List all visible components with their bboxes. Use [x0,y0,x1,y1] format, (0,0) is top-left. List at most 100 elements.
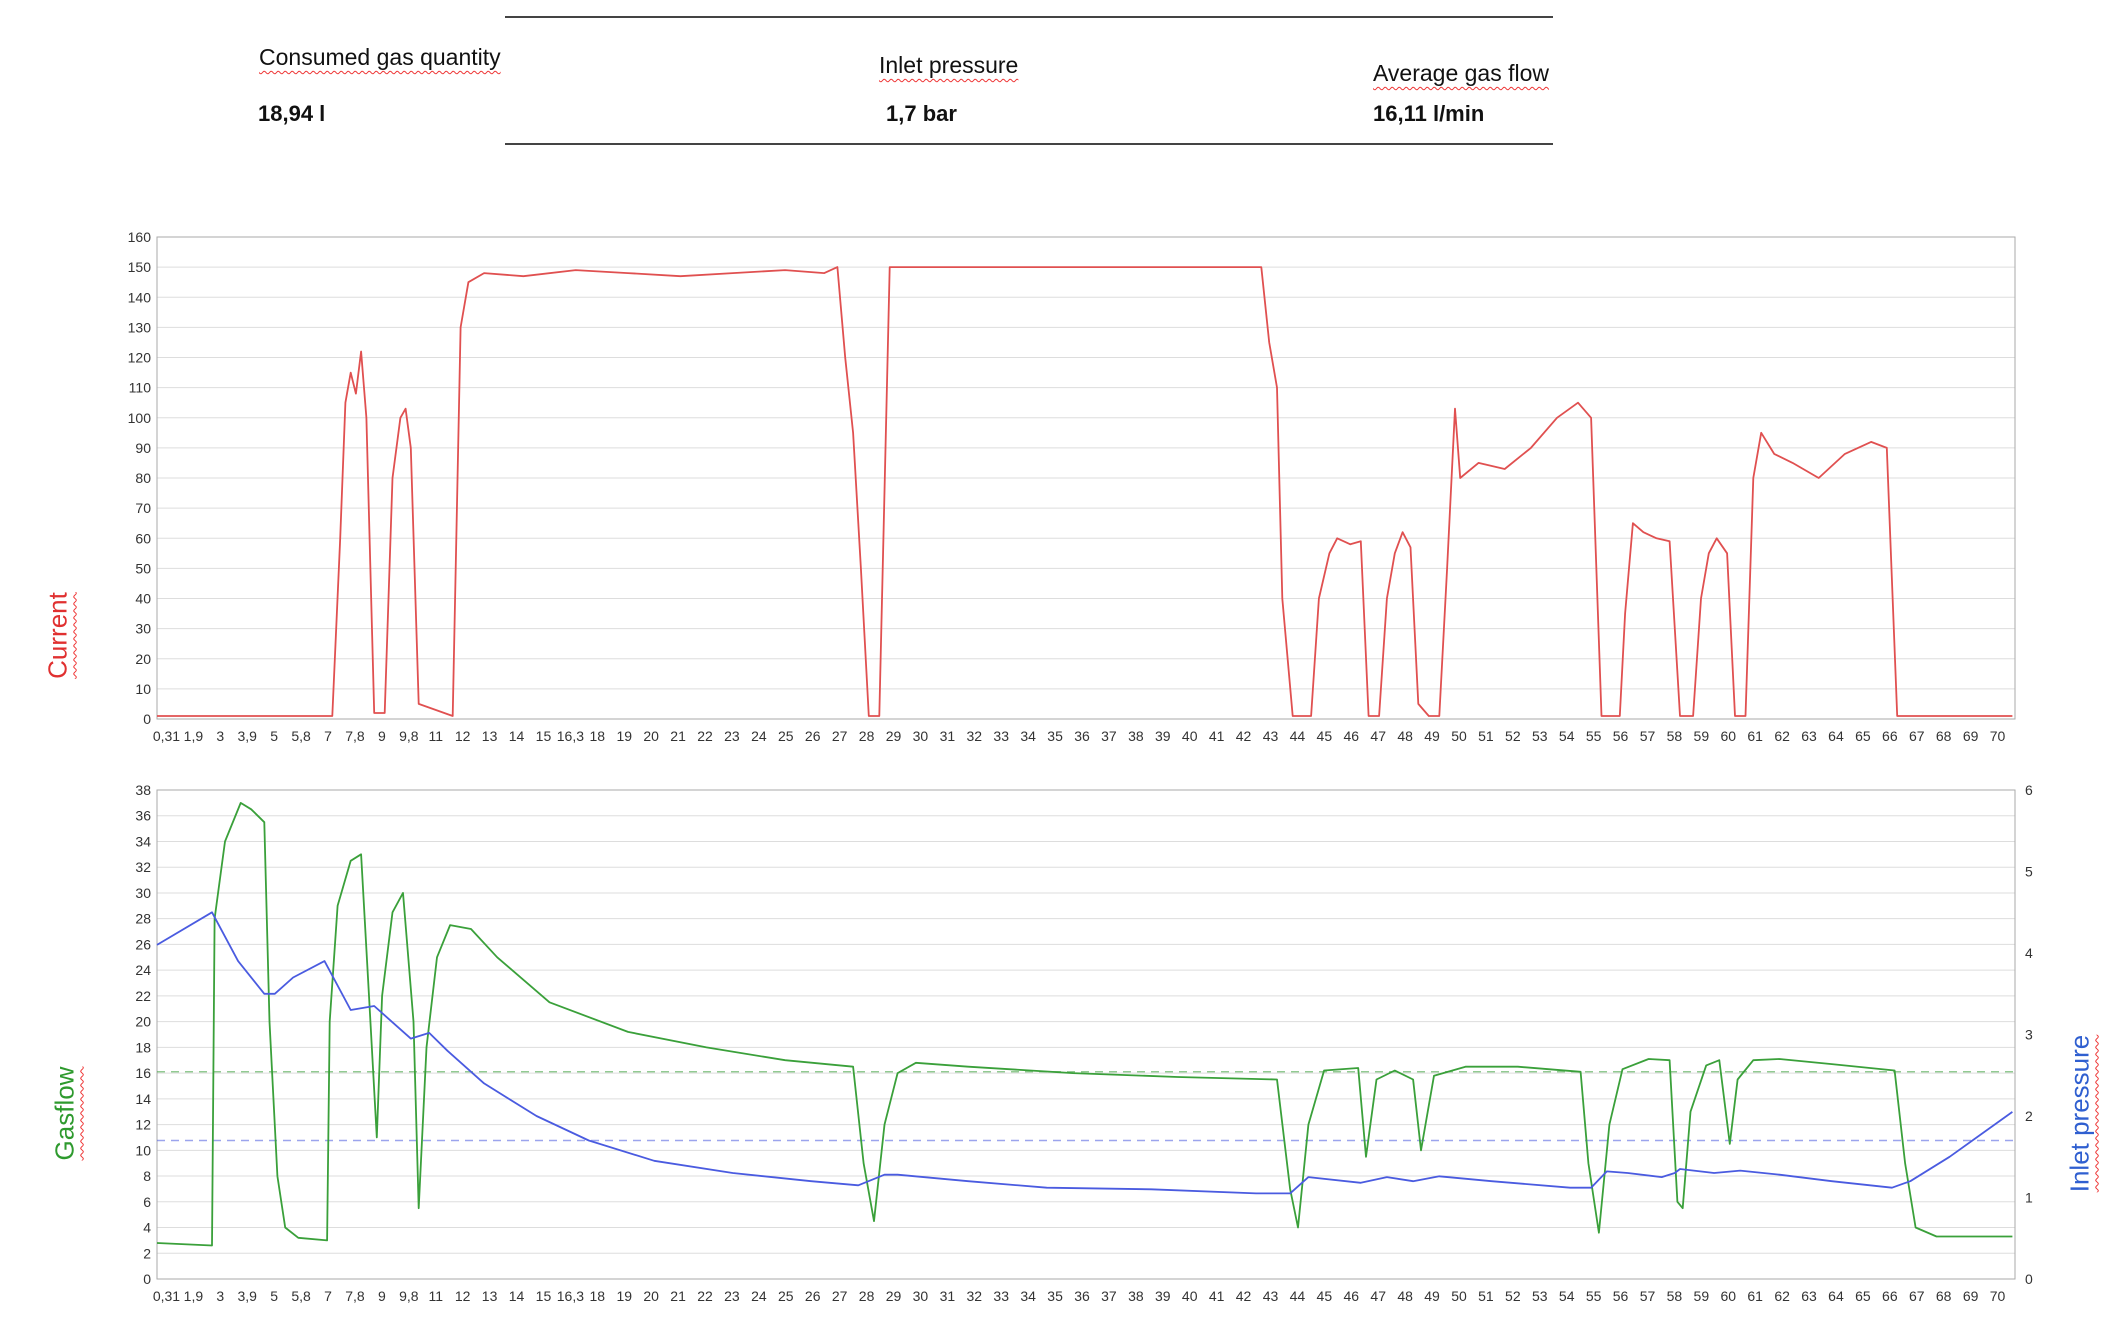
x-tick-label: 28 [859,728,875,744]
x-tick-label: 63 [1801,1288,1817,1304]
y-right-tick-label: 3 [2025,1027,2033,1043]
x-tick-label: 59 [1694,728,1710,744]
y-tick-label: 24 [135,962,151,978]
x-tick-label: 19 [616,728,632,744]
x-tick-label: 42 [1236,728,1252,744]
x-tick-label: 54 [1559,1288,1575,1304]
x-tick-label: 26 [805,728,821,744]
x-tick-label: 33 [993,728,1009,744]
y-tick-label: 160 [128,229,152,245]
x-tick-label: 53 [1532,1288,1548,1304]
x-tick-label: 18 [590,1288,606,1304]
x-tick-label: 15 [536,1288,552,1304]
x-tick-label: 16,3 [557,728,584,744]
x-tick-label: 49 [1424,1288,1440,1304]
y-right-tick-label: 5 [2025,864,2033,880]
x-tick-label: 46 [1343,728,1359,744]
plot-frame [156,789,2016,1280]
y-tick-label: 34 [135,833,151,849]
x-tick-label: 3 [216,1288,224,1304]
x-tick-label: 3,9 [238,728,258,744]
x-tick-label: 28 [859,1288,875,1304]
x-tick-label: 54 [1559,728,1575,744]
x-tick-label: 43 [1263,728,1279,744]
y-tick-label: 150 [128,259,152,275]
x-tick-label: 39 [1155,1288,1171,1304]
y-tick-label: 100 [128,410,152,426]
x-tick-label: 58 [1667,728,1683,744]
x-tick-label: 16,3 [557,1288,584,1304]
y-tick-label: 20 [135,1014,151,1030]
y-right-tick-label: 6 [2025,782,2033,798]
y-right-tick-label: 0 [2025,1271,2033,1287]
x-tick-label: 5,8 [291,728,311,744]
x-tick-label: 45 [1317,728,1333,744]
x-tick-label: 70 [1990,728,2006,744]
x-tick-label: 36 [1074,728,1090,744]
x-tick-label: 5 [270,1288,278,1304]
x-tick-label: 11 [428,1288,443,1304]
x-tick-label: 38 [1128,728,1144,744]
x-tick-label: 22 [697,1288,713,1304]
x-tick-label: 48 [1397,1288,1413,1304]
current-chart: 0 10 20 30 40 50 60 70 80 90 100 110 120 130 140 150 160… [128,229,2016,744]
x-tick-label: 57 [1640,728,1656,744]
y-tick-label: 14 [135,1091,151,1107]
x-tick-label: 9,8 [399,728,419,744]
y-tick-label: 28 [135,911,151,927]
x-tick-label: 56 [1613,728,1629,744]
x-tick-label: 29 [886,728,902,744]
x-tick-label: 7,8 [345,728,365,744]
x-tick-label: 24 [751,728,767,744]
x-tick-label: 1,9 [184,728,204,744]
x-tick-label: 44 [1290,728,1306,744]
x-tick-label: 52 [1505,1288,1521,1304]
x-tick-label: 65 [1855,1288,1871,1304]
x-tick-label: 7 [324,1288,332,1304]
x-tick-label: 52 [1505,728,1521,744]
x-tick-label: 32 [967,1288,983,1304]
x-tick-label: 66 [1882,1288,1898,1304]
y-tick-label: 20 [135,651,151,667]
y-tick-label: 130 [128,319,152,335]
x-tick-label: 35 [1047,728,1063,744]
x-tick-label: 29 [886,1288,902,1304]
x-tick-label: 63 [1801,728,1817,744]
x-tick-label: 27 [832,728,848,744]
x-tick-label: 67 [1909,728,1925,744]
x-tick-label: 23 [724,728,740,744]
x-tick-label: 15 [536,728,552,744]
y-tick-label: 36 [135,808,151,824]
gasflow-pressure-chart: 0246810121416182022242628303234363801234… [135,782,2033,1304]
y-tick-label: 110 [129,380,152,396]
plot-frame [156,236,2016,720]
x-tick-label: 0,31 [153,1288,180,1304]
x-tick-label: 9 [378,1288,386,1304]
x-tick-label: 24 [751,1288,767,1304]
x-tick-label: 50 [1451,1288,1467,1304]
y-tick-label: 26 [135,936,151,952]
x-tick-label: 47 [1370,1288,1386,1304]
x-tick-label: 55 [1586,1288,1602,1304]
x-tick-label: 30 [913,1288,929,1304]
x-tick-label: 5,8 [291,1288,311,1304]
x-tick-label: 46 [1343,1288,1359,1304]
y-tick-label: 90 [135,440,151,456]
y-tick-label: 12 [135,1117,151,1133]
consumed-gas-label: Consumed gas quantity [259,44,501,70]
x-tick-label: 34 [1020,1288,1036,1304]
x-tick-label: 51 [1478,1288,1494,1304]
y-tick-label: 10 [135,681,151,697]
x-tick-label: 9,8 [399,1288,419,1304]
x-tick-label: 18 [590,728,606,744]
y-tick-label: 140 [128,289,152,305]
x-tick-label: 55 [1586,728,1602,744]
x-tick-label: 37 [1101,1288,1117,1304]
y-tick-label: 40 [135,591,151,607]
x-tick-label: 68 [1936,728,1952,744]
x-tick-label: 14 [509,1288,525,1304]
x-tick-label: 11 [428,728,443,744]
x-tick-label: 40 [1182,1288,1198,1304]
x-tick-label: 31 [940,728,956,744]
